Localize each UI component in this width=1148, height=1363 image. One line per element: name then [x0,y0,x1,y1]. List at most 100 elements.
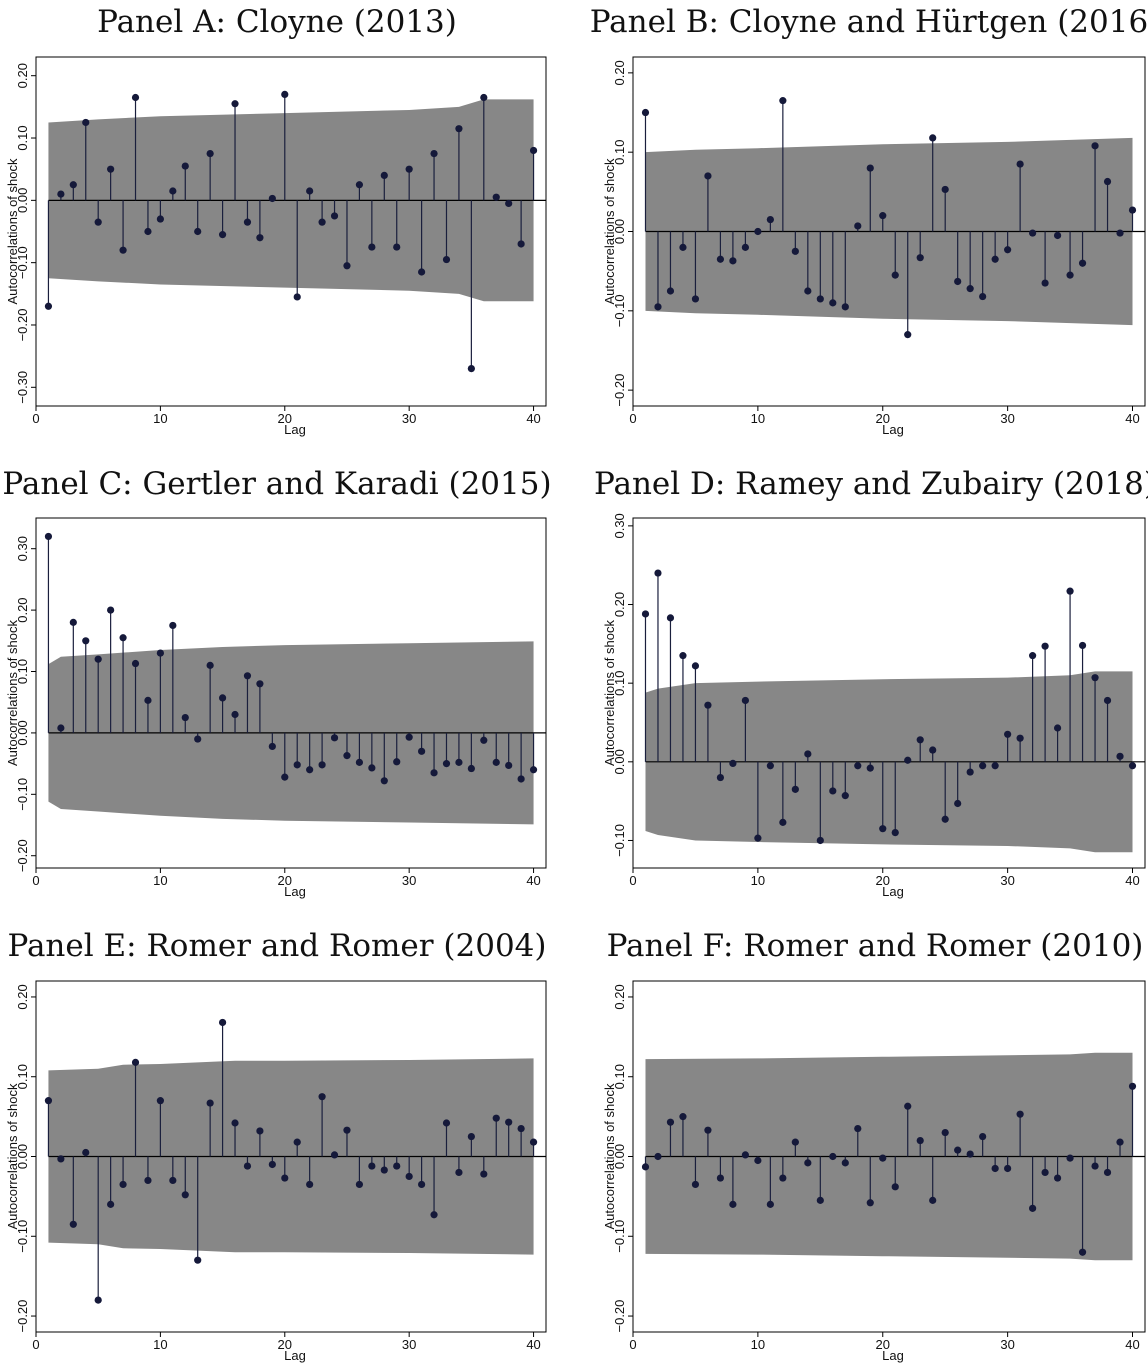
autocorrelation-point [82,118,90,127]
autocorrelation-point [69,1220,77,1228]
autocorrelation-point [256,234,264,242]
autocorrelation-point [779,1174,787,1182]
autocorrelation-point [904,1102,912,1110]
y-tick-label: 0.10 [612,671,627,696]
autocorrelation-point [505,1118,513,1126]
autocorrelation-point [131,1058,140,1066]
autocorrelation-point [393,758,401,766]
autocorrelation-point [517,1124,525,1133]
autocorrelation-point [218,694,227,702]
autocorrelation-point [169,1176,177,1185]
autocorrelation-point [654,303,662,311]
y-tick-label: −0.10 [612,1220,627,1253]
y-tick-label: −0.20 [612,374,627,407]
autocorrelation-point [679,243,687,251]
autocorrelation-point [107,1200,115,1208]
autocorrelation-point [779,818,787,826]
x-tick-label: 40 [1125,1337,1139,1352]
autocorrelation-point [979,292,987,301]
x-tick-label: 0 [629,411,636,426]
autocorrelation-point [517,240,525,248]
autocorrelation-point [904,756,912,764]
x-tick-label: 30 [1000,873,1014,888]
y-tick-label: 0.30 [15,536,30,561]
autocorrelation-point [841,792,849,800]
y-tick-label: −0.20 [15,839,30,872]
x-tick-label: 30 [402,873,416,888]
autocorrelation-point [368,1162,376,1170]
y-tick-label: 0.10 [612,140,627,165]
autocorrelation-point [816,295,824,303]
autocorrelation-point [641,108,650,117]
autocorrelation-point [343,752,351,760]
autocorrelation-point [1066,1154,1074,1162]
y-axis-label: Autocorrelations of shock [5,1083,20,1229]
autocorrelation-point [281,1174,289,1182]
autocorrelation-point [791,247,799,255]
autocorrelation-point [256,1127,264,1135]
autocorrelation-point [691,662,700,670]
autocorrelation-point [57,1155,65,1163]
autocorrelation-point [218,231,227,239]
autocorrelation-point [641,1163,650,1171]
autocorrelation-point [231,100,239,108]
autocorrelation-point [393,243,401,251]
x-tick-label: 40 [526,411,540,426]
autocorrelation-point [879,825,887,833]
y-tick-label: 0.00 [612,219,627,244]
plot-frame [35,517,547,869]
autocorrelation-point [231,710,239,719]
panel-a: Panel A: Cloyne (2013) 0 10 20 30 40 −0.30 −0.2… [5,4,547,437]
autocorrelation-point [430,149,438,158]
autocorrelation-point [754,1156,762,1165]
y-tick-label: 0.30 [612,513,627,538]
autocorrelation-point [1103,1168,1112,1177]
autocorrelation-point [741,1151,749,1159]
autocorrelation-point [691,1180,700,1189]
autocorrelation-point [1116,1138,1124,1146]
autocorrelation-point [841,303,849,311]
autocorrelation-point [418,268,426,276]
autocorrelation-point [691,295,700,303]
autocorrelation-point [169,621,177,630]
autocorrelation-point [1128,1082,1137,1090]
x-tick-label: 0 [629,1337,636,1352]
autocorrelation-point [94,218,102,226]
autocorrelation-point [380,777,388,785]
autocorrelation-point [243,218,252,226]
x-tick-label: 0 [32,873,39,888]
autocorrelation-point [904,331,912,339]
autocorrelation-point [380,171,388,180]
y-tick-label: 0.10 [15,1064,30,1089]
autocorrelation-point [293,293,301,301]
autocorrelation-point [966,1150,974,1158]
autocorrelation-point [206,149,214,158]
autocorrelation-point [729,759,737,767]
autocorrelation-point [467,1132,475,1141]
y-tick-label: 0.20 [612,592,627,617]
autocorrelation-point [804,750,812,758]
autocorrelation-point [1053,1174,1062,1182]
autocorrelation-point [181,1191,189,1199]
autocorrelation-point [729,257,737,265]
autocorrelation-point [144,1176,152,1185]
autocorrelation-point [666,614,675,622]
autocorrelation-point [716,255,725,263]
autocorrelation-point [766,762,774,770]
autocorrelation-point [268,742,276,751]
autocorrelation-point [243,672,252,680]
autocorrelation-point [119,1180,127,1189]
autocorrelation-point [355,181,364,189]
autocorrelation-point [107,165,115,173]
autocorrelation-point [529,766,538,774]
autocorrelation-point [854,222,862,230]
autocorrelation-point [766,216,774,224]
autocorrelation-point [94,655,102,663]
autocorrelation-point [430,769,438,777]
autocorrelation-point [430,1211,438,1219]
x-tick-label: 40 [526,1337,540,1352]
autocorrelation-point [916,736,924,744]
autocorrelation-point [343,1126,351,1134]
y-tick-label: −0.10 [15,246,30,279]
autocorrelation-point [156,649,164,657]
